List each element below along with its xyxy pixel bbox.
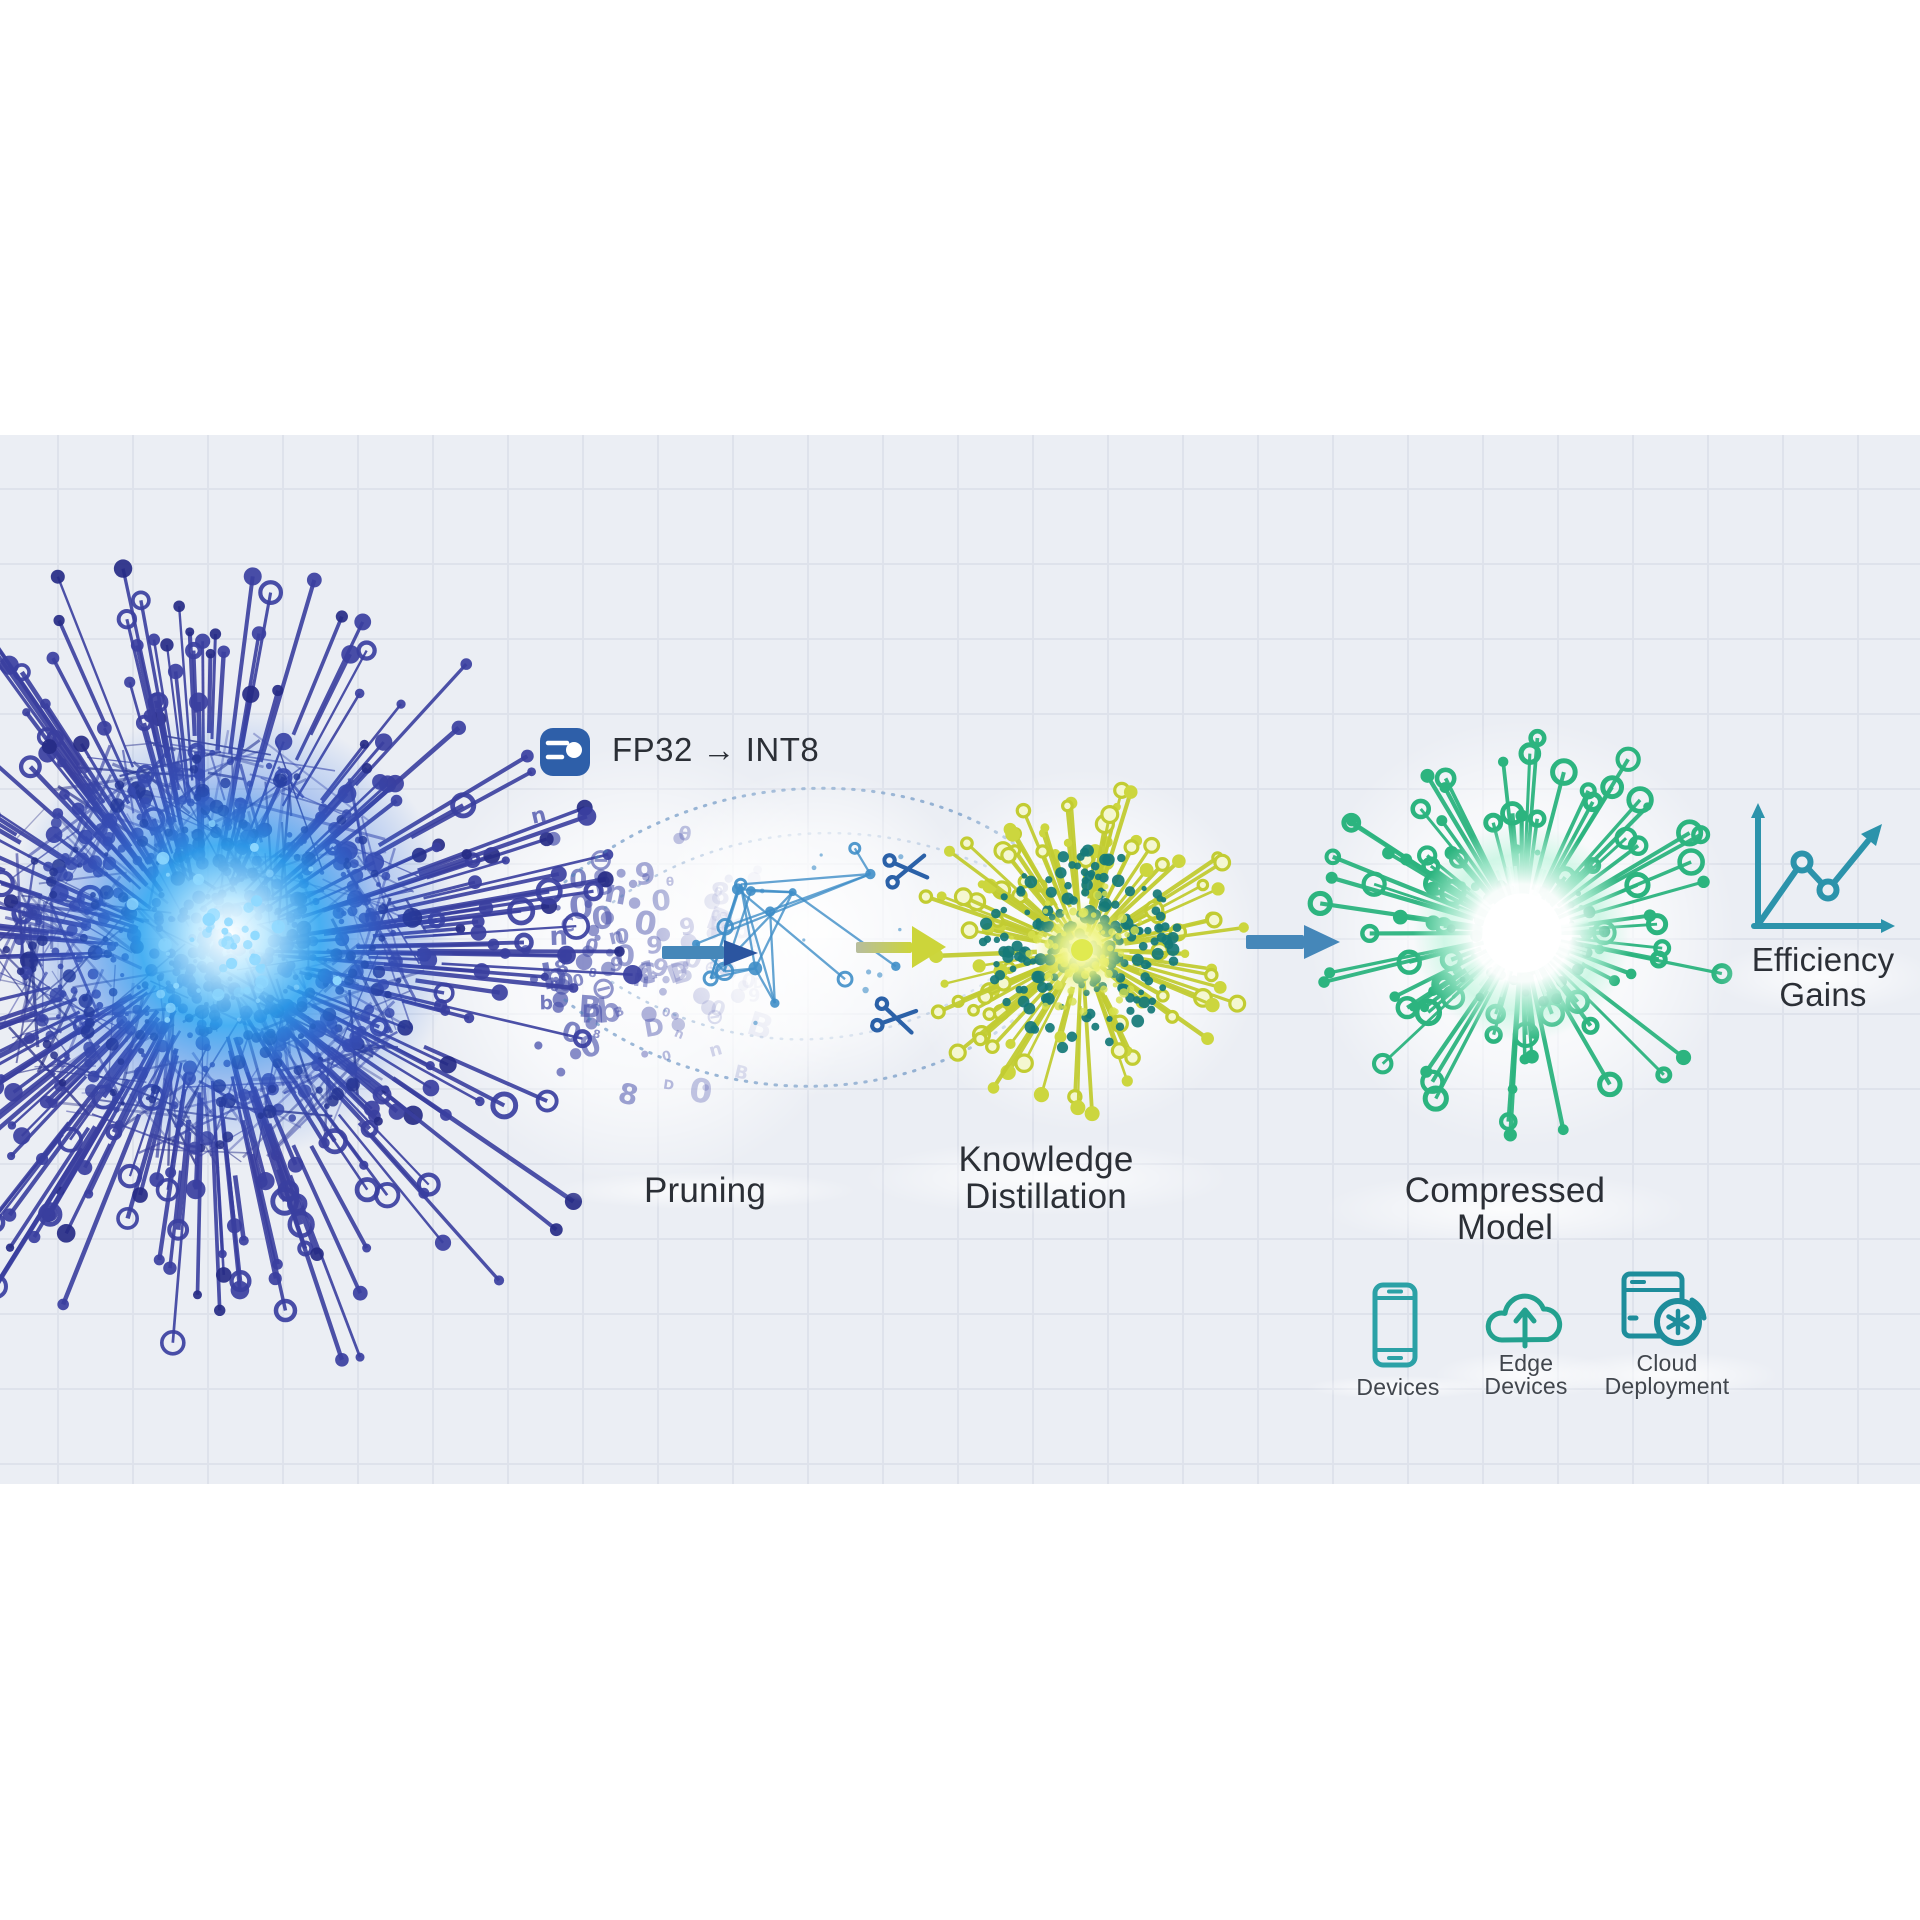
smartphone-icon bbox=[1372, 1282, 1418, 1368]
sliders-icon bbox=[540, 728, 590, 776]
pruning-label: Pruning bbox=[555, 1172, 855, 1209]
scissors-icon bbox=[882, 853, 930, 890]
distillation-label: Knowledge Distillation bbox=[866, 1141, 1226, 1215]
line-chart-up-icon bbox=[1751, 803, 1895, 933]
cloud-deployment-label: Cloud Deployment bbox=[1557, 1352, 1777, 1398]
scissors-icon bbox=[869, 996, 919, 1035]
arrow-right-icon bbox=[1246, 925, 1340, 959]
quantization-label: FP32 → INT8 bbox=[612, 731, 820, 768]
compressed-model-label: Compressed Model bbox=[1325, 1172, 1685, 1246]
server-gear-icon bbox=[1621, 1271, 1707, 1346]
efficiency-gains-label: Efficiency Gains bbox=[1713, 942, 1920, 1012]
arrow-right-icon bbox=[856, 926, 946, 968]
arrow-right-icon bbox=[662, 940, 758, 966]
cloud-upload-icon bbox=[1485, 1293, 1563, 1349]
